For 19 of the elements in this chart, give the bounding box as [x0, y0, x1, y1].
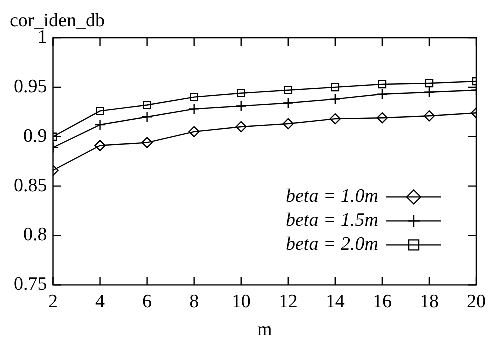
y-tick-label: 0.85: [14, 175, 48, 196]
x-axis-title: m: [257, 319, 272, 340]
x-tick-label: 18: [420, 292, 439, 313]
x-tick-label: 8: [190, 292, 200, 313]
y-tick-label: 0.9: [24, 126, 48, 147]
x-tick-label: 16: [372, 292, 392, 313]
x-tick-label: 6: [142, 292, 152, 313]
x-tick-label: 20: [467, 292, 486, 313]
x-tick-label: 4: [96, 292, 106, 313]
x-tick-label: 12: [278, 292, 298, 313]
y-tick-label: 0.95: [14, 76, 48, 98]
y-tick-label: 0.75: [14, 274, 48, 296]
x-tick-label: 10: [232, 292, 251, 313]
y-tick-label: 0.8: [24, 224, 48, 246]
legend-label: beta = 2.0m: [286, 234, 378, 256]
x-tick-label: 14: [326, 292, 346, 313]
legend-label: beta = 1.5m: [286, 210, 378, 232]
legend-label: beta = 1.0m: [286, 186, 378, 208]
x-tick-label: 2: [48, 292, 58, 313]
